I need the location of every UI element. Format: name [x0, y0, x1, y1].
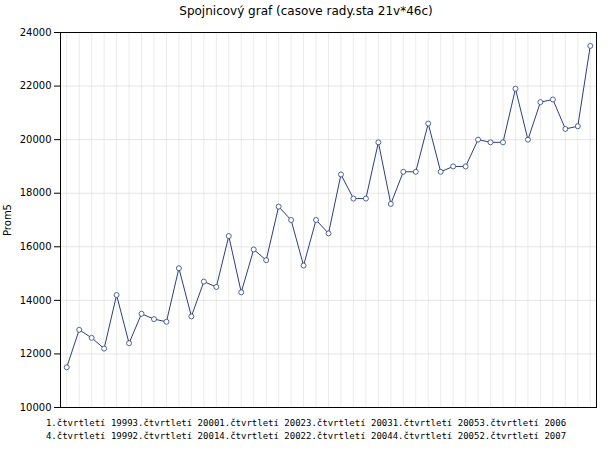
- html-text:Spojnicový graf (casove rady.s: Spojnicový graf (casove rady.sta 21v*46c…: [179, 4, 433, 18]
- svg-text:12000: 12000: [20, 348, 52, 359]
- svg-text:16000: 16000: [20, 241, 52, 252]
- svg-text:20000: 20000: [20, 134, 52, 145]
- svg-text:10000: 10000: [20, 402, 52, 413]
- svg-text:14000: 14000: [20, 295, 52, 306]
- html-text:1.čtvrtletí 19993.čtvrtletí 20: 1.čtvrtletí 19993.čtvrtletí 20001.čtvrtl…: [45, 418, 567, 428]
- svg-text:24000: 24000: [20, 27, 52, 38]
- svg-text:18000: 18000: [20, 187, 52, 198]
- svg-text:22000: 22000: [20, 80, 52, 91]
- html-text:4.čtvrtletí 19992.čtvrtletí 20: 4.čtvrtletí 19992.čtvrtletí 20014.čtvrtl…: [45, 431, 567, 441]
- svg-text:Prom5: Prom5: [2, 204, 13, 236]
